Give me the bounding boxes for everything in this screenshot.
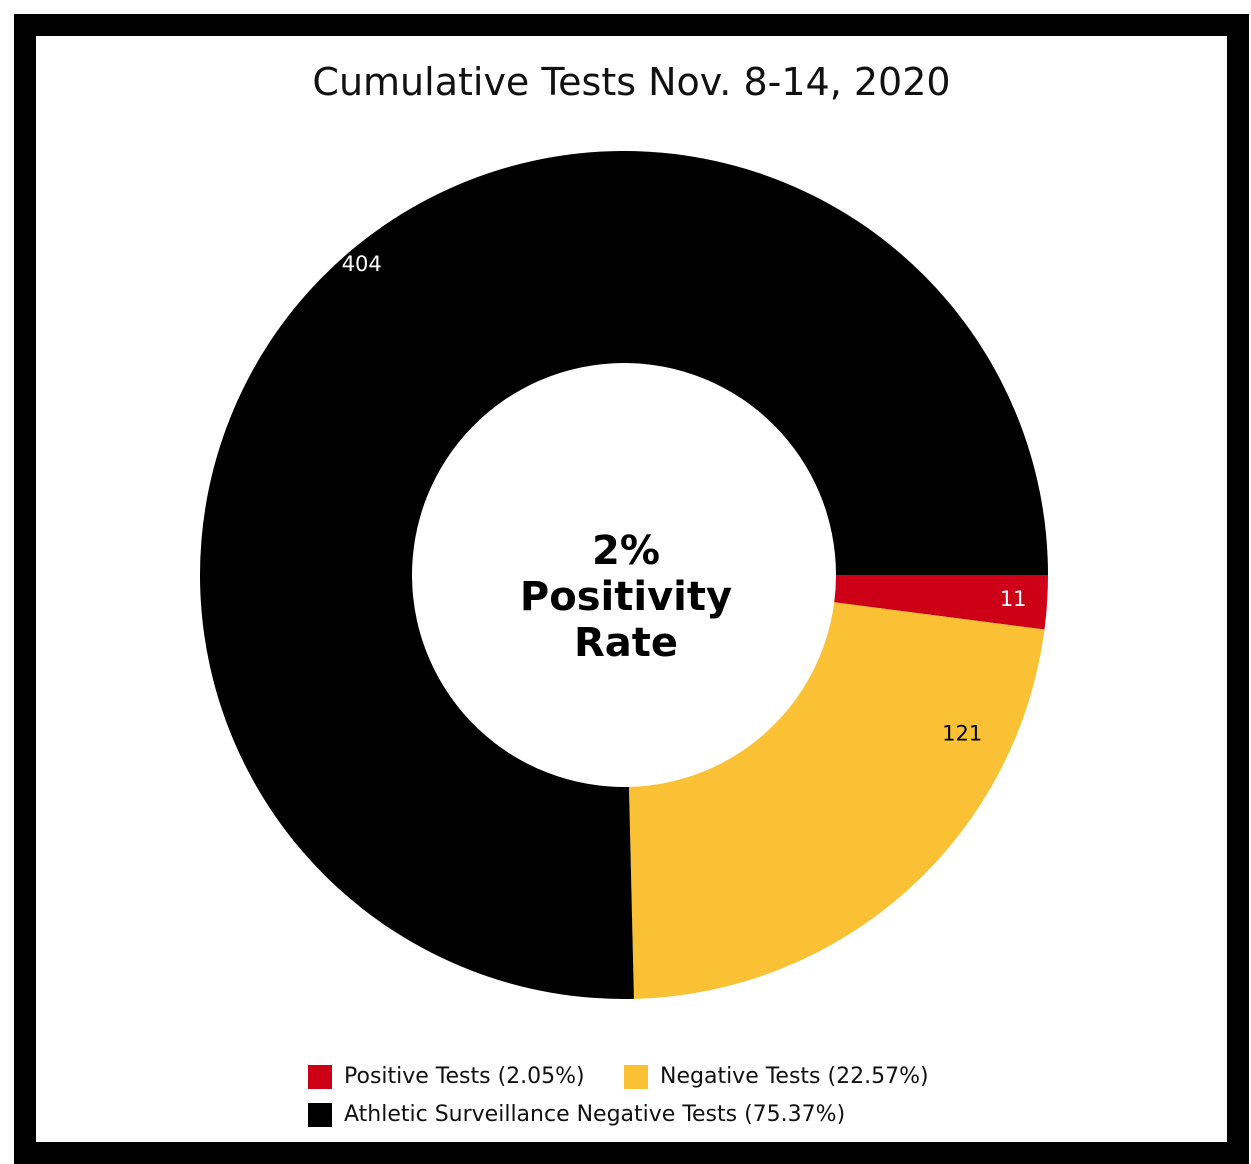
legend-item-positive: Positive Tests (2.05%): [308, 1064, 585, 1089]
chart-frame: Cumulative Tests Nov. 8-14, 2020 11 121 40…: [14, 14, 1249, 1164]
donut-slices: [199, 151, 1048, 1000]
legend-label-negative: Negative Tests (22.57%): [660, 1064, 929, 1089]
legend-swatch-positive: [308, 1064, 332, 1089]
slice-negative-label: 121: [942, 722, 982, 746]
legend-item-athletic: Athletic Surveillance Negative Tests (75…: [308, 1102, 845, 1127]
chart-title: Cumulative Tests Nov. 8-14, 2020: [312, 60, 951, 104]
slice-negative: [628, 602, 1045, 999]
slice-labels: 11 121 404: [342, 252, 1027, 746]
slice-athletic-label: 404: [342, 252, 382, 276]
legend-swatch-negative: [624, 1064, 648, 1089]
center-line-1: 2%: [592, 528, 660, 574]
donut-chart: 11 121 404: [199, 151, 1048, 1000]
slice-positive-label: 11: [1000, 587, 1027, 611]
slice-athletic: [199, 151, 1048, 1000]
legend-label-positive: Positive Tests (2.05%): [344, 1064, 585, 1089]
center-line-3: Rate: [573, 620, 679, 666]
legend-swatch-athletic: [308, 1102, 332, 1127]
slice-positive: [834, 575, 1048, 630]
center-label: 2% Positivity Rate: [476, 528, 776, 666]
center-line-2: Positivity: [519, 574, 733, 620]
legend-label-athletic: Athletic Surveillance Negative Tests (75…: [344, 1102, 846, 1127]
legend-item-negative: Negative Tests (22.57%): [624, 1064, 929, 1089]
